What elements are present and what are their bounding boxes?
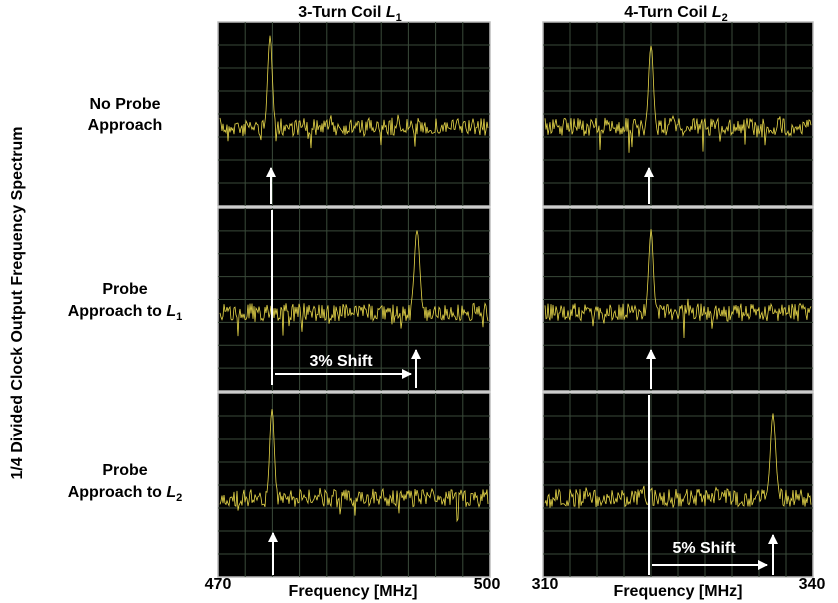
row-label-text: Approach to: [68, 303, 167, 320]
column-title: 4-Turn Coil L2: [624, 4, 728, 24]
row-label-symbol: L: [166, 303, 176, 320]
row-label-text: Approach to: [68, 484, 167, 501]
annotation: 3% Shift: [309, 353, 373, 370]
x-axis-label: Frequency [MHz]: [289, 583, 418, 600]
title-subscript: 1: [396, 12, 402, 24]
panels: [218, 22, 813, 577]
title-subscript: 2: [722, 12, 728, 24]
title-symbol: L: [386, 4, 396, 21]
row-label-subscript: 1: [176, 311, 182, 323]
column-title: 3-Turn Coil L1: [298, 4, 402, 24]
title-symbol: L: [712, 4, 722, 21]
x-max: 500: [474, 576, 501, 593]
x-min: 470: [205, 576, 232, 593]
row-label: Probe: [102, 281, 147, 298]
row-label-subscript: 2: [176, 492, 182, 504]
annotation: 5% Shift: [672, 540, 736, 557]
y-axis-label: 1/4 Divided Clock Output Frequency Spect…: [9, 127, 26, 480]
row-label: Approach to L2: [68, 484, 183, 504]
row-label-symbol: L: [166, 484, 176, 501]
row-label: Approach to L1: [68, 303, 183, 323]
x-axis-label: Frequency [MHz]: [614, 583, 743, 600]
figure: 3-Turn Coil L1 4-Turn Coil L2 1/4 Divide…: [0, 0, 838, 603]
x-min: 310: [532, 576, 559, 593]
title-text: 4-Turn Coil: [624, 4, 712, 21]
row-label: No Probe: [89, 96, 160, 113]
title-text: 3-Turn Coil: [298, 4, 386, 21]
row-label: Approach: [88, 117, 163, 134]
row-label: Probe: [102, 462, 147, 479]
x-max: 340: [799, 576, 826, 593]
